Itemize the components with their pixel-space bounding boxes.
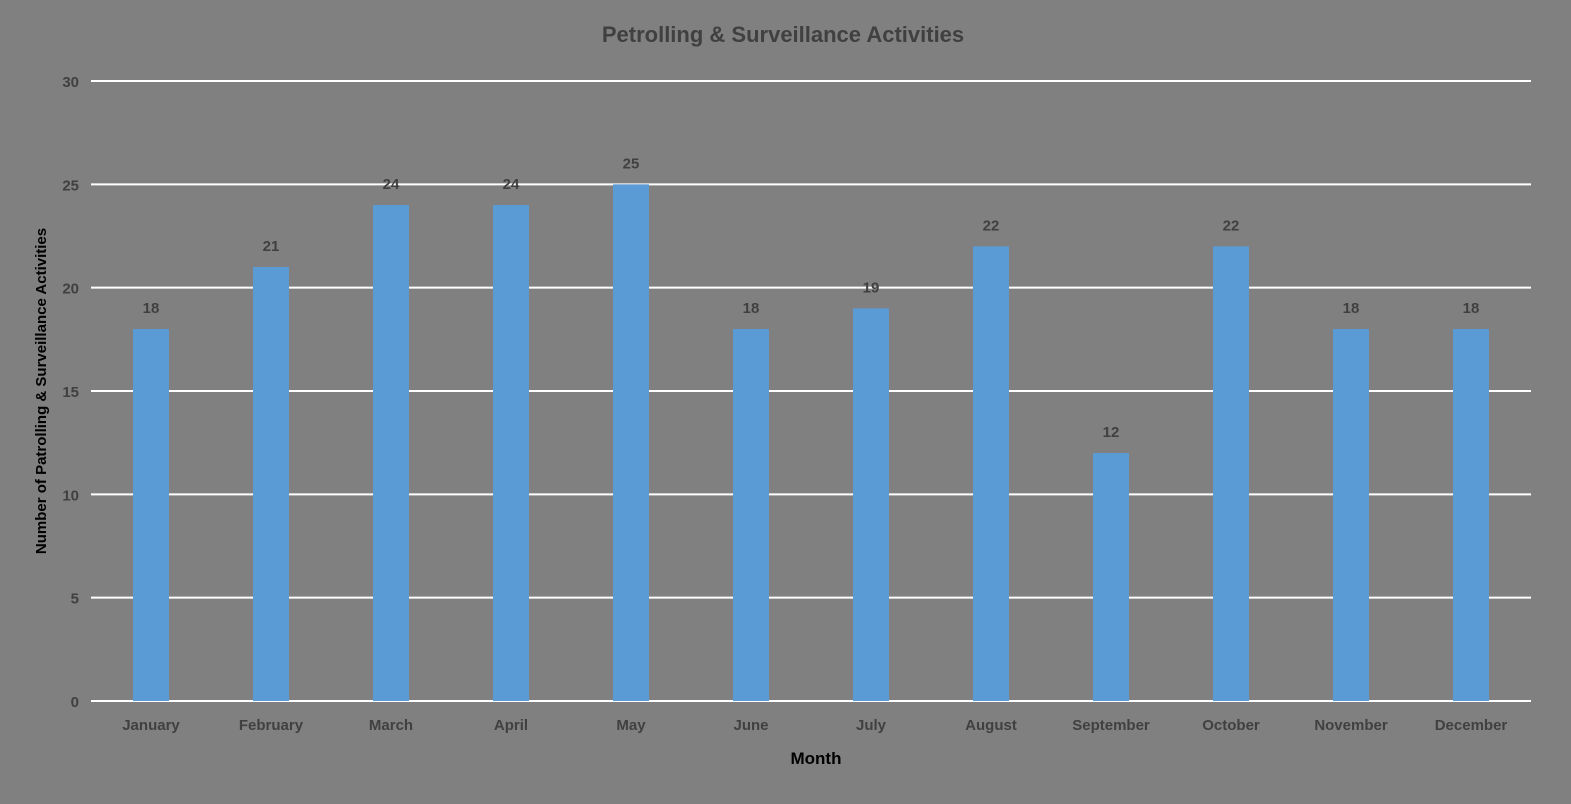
- bar-may: [613, 184, 649, 702]
- x-tick-label: October: [1202, 717, 1260, 734]
- y-tick-label: 10: [62, 487, 79, 504]
- data-label: 18: [1343, 300, 1360, 317]
- x-tick-label: January: [122, 717, 180, 734]
- data-label: 22: [983, 217, 1000, 234]
- y-axis-ticks: 0 5 10 15 20 25 30: [62, 74, 79, 711]
- bar-october: [1213, 246, 1249, 702]
- data-labels: 18 21 24 24 25 18 19 22 12 22 18 18: [143, 155, 1480, 441]
- bar-april: [493, 205, 529, 701]
- data-label: 22: [1223, 217, 1240, 234]
- data-label: 12: [1103, 424, 1120, 441]
- data-label: 24: [503, 176, 520, 193]
- y-tick-label: 5: [71, 591, 79, 608]
- y-tick-label: 30: [62, 74, 79, 91]
- x-tick-label: February: [239, 717, 304, 734]
- chart-title: Petrolling & Surveillance Activities: [602, 22, 964, 47]
- bar-december: [1453, 329, 1489, 701]
- bars: [133, 184, 1489, 702]
- x-axis-title: Month: [791, 749, 842, 768]
- data-label: 25: [623, 155, 640, 172]
- data-label: 24: [383, 176, 400, 193]
- data-label: 18: [743, 300, 760, 317]
- data-label: 18: [1463, 300, 1480, 317]
- gridlines: [91, 80, 1531, 702]
- y-tick-label: 15: [62, 384, 79, 401]
- bar-june: [733, 329, 769, 701]
- bar-march: [373, 205, 409, 701]
- x-tick-label: September: [1072, 717, 1150, 734]
- y-axis-title: Number of Patrolling & Surveillance Acti…: [33, 228, 50, 554]
- x-tick-label: July: [856, 717, 887, 734]
- bar-november: [1333, 329, 1369, 701]
- x-tick-label: April: [494, 717, 528, 734]
- bar-september: [1093, 453, 1129, 701]
- bar-january: [133, 329, 169, 701]
- bar-august: [973, 246, 1009, 702]
- x-tick-label: June: [733, 717, 768, 734]
- data-label: 18: [143, 300, 160, 317]
- x-tick-label: December: [1435, 717, 1508, 734]
- x-tick-label: March: [369, 717, 413, 734]
- bar-february: [253, 267, 289, 701]
- bar-july: [853, 308, 889, 701]
- y-tick-label: 0: [71, 694, 79, 711]
- x-tick-label: May: [616, 717, 646, 734]
- x-tick-label: November: [1314, 717, 1388, 734]
- data-label: 19: [863, 279, 880, 296]
- y-tick-label: 25: [62, 177, 79, 194]
- x-tick-label: August: [965, 717, 1017, 734]
- data-label: 21: [263, 238, 280, 255]
- y-tick-label: 20: [62, 281, 79, 298]
- x-axis-ticks: January February March April May June July Augu…: [122, 717, 1507, 734]
